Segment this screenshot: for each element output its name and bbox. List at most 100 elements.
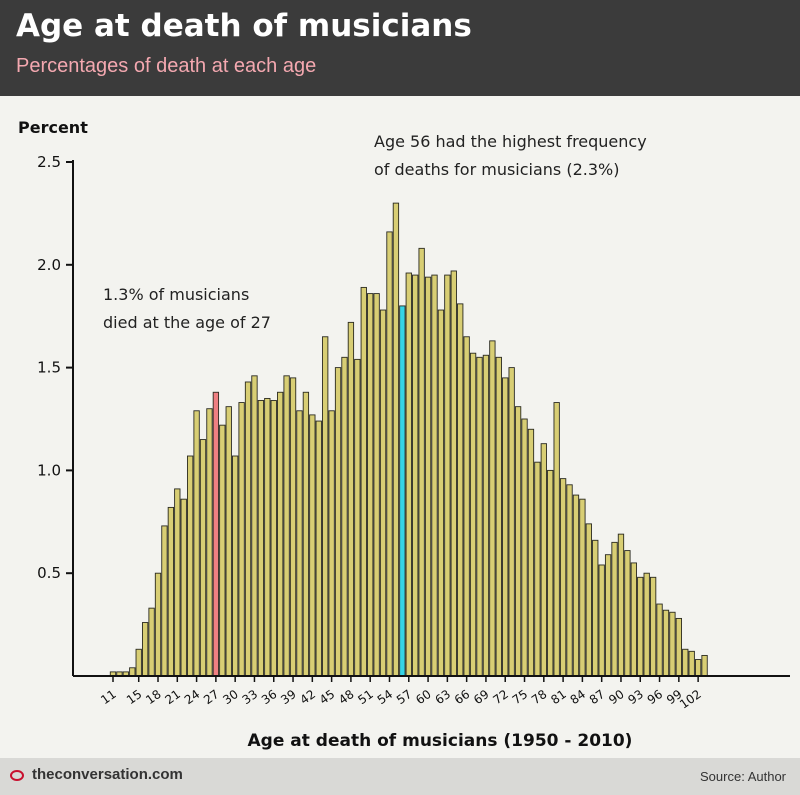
bar-group bbox=[109, 202, 708, 677]
bar-age-15 bbox=[135, 648, 142, 677]
x-tick-label: 57 bbox=[394, 687, 415, 707]
bar-age-47 bbox=[341, 356, 348, 677]
chart-title: Age at death of musicians bbox=[16, 8, 472, 44]
bar-age-69 bbox=[482, 354, 490, 677]
y-tick-label: 2.0 bbox=[37, 256, 61, 274]
bar-age-14 bbox=[129, 667, 136, 677]
bar-age-49 bbox=[354, 358, 361, 677]
bar-age-72 bbox=[502, 377, 509, 677]
bar-age-39 bbox=[289, 377, 297, 677]
bar-age-29 bbox=[225, 406, 232, 677]
bar-age-97 bbox=[662, 609, 670, 677]
bar-age-77 bbox=[534, 461, 541, 677]
x-tick-label: 24 bbox=[182, 687, 203, 707]
bar-age-21 bbox=[174, 488, 181, 677]
bar-age-31 bbox=[238, 402, 245, 677]
bar-age-50 bbox=[360, 286, 367, 677]
bar-age-96 bbox=[656, 603, 663, 677]
x-tick-label: 33 bbox=[240, 687, 261, 707]
bar-age-43 bbox=[315, 420, 322, 677]
bar-age-27 bbox=[212, 391, 220, 677]
bar-age-91 bbox=[624, 550, 631, 677]
bar-age-52 bbox=[373, 293, 380, 677]
bar-age-75 bbox=[521, 418, 528, 677]
site-name: theconversation.com bbox=[32, 766, 183, 783]
bar-age-80 bbox=[553, 402, 560, 677]
bar-age-76 bbox=[527, 428, 535, 677]
bar-age-42 bbox=[309, 414, 316, 677]
bar-age-73 bbox=[508, 367, 515, 677]
bar-age-70 bbox=[489, 340, 496, 677]
bar-age-67 bbox=[469, 352, 477, 677]
x-tick-label: 84 bbox=[568, 687, 589, 707]
bar-age-22 bbox=[180, 498, 187, 677]
bar-age-24 bbox=[193, 410, 200, 677]
x-tick-label: 63 bbox=[433, 687, 454, 707]
bar-age-57 bbox=[405, 272, 412, 677]
bar-age-78 bbox=[540, 443, 547, 677]
bar-age-82 bbox=[566, 484, 573, 677]
annotation-27-line1: 1.3% of musicians bbox=[103, 285, 249, 304]
bar-age-64 bbox=[450, 270, 457, 677]
y-tick-label: 2.5 bbox=[37, 153, 61, 171]
bar-age-18 bbox=[154, 572, 162, 677]
bar-age-16 bbox=[141, 622, 149, 677]
bar-age-35 bbox=[264, 397, 271, 677]
bar-age-38 bbox=[283, 375, 290, 677]
x-tick-label: 45 bbox=[317, 687, 338, 707]
x-tick-label: 27 bbox=[201, 687, 222, 707]
bar-age-102 bbox=[694, 659, 702, 677]
bar-age-83 bbox=[572, 494, 580, 677]
bar-age-41 bbox=[302, 391, 310, 677]
y-tick-label: 1.0 bbox=[37, 461, 61, 479]
x-tick-label: 75 bbox=[510, 687, 531, 707]
bar-age-85 bbox=[585, 523, 592, 677]
x-tick-label: 90 bbox=[606, 687, 627, 707]
bar-age-48 bbox=[347, 321, 355, 677]
bar-age-68 bbox=[476, 356, 483, 677]
y-tick-label: 1.5 bbox=[37, 359, 61, 377]
bar-age-87 bbox=[598, 564, 605, 677]
bar-age-63 bbox=[444, 274, 451, 677]
bar-age-33 bbox=[251, 375, 258, 677]
bar-age-46 bbox=[334, 367, 342, 677]
bar-age-94 bbox=[643, 572, 650, 677]
y-tick-label: 0.5 bbox=[37, 564, 61, 582]
x-tick-label: 36 bbox=[259, 687, 280, 707]
bar-age-55 bbox=[392, 202, 400, 677]
bar-age-25 bbox=[199, 439, 207, 677]
bar-age-89 bbox=[611, 541, 618, 677]
bar-age-19 bbox=[161, 525, 168, 677]
x-tick-label: 78 bbox=[529, 687, 550, 707]
bar-age-65 bbox=[457, 303, 464, 677]
bar-age-100 bbox=[682, 648, 689, 677]
bar-age-40 bbox=[296, 410, 303, 677]
bar-age-66 bbox=[463, 336, 470, 677]
x-tick-label: 30 bbox=[220, 687, 241, 707]
bar-age-92 bbox=[630, 562, 637, 677]
bar-age-26 bbox=[206, 408, 213, 677]
x-tick-label: 66 bbox=[452, 687, 473, 707]
x-axis-label: Age at death of musicians (1950 - 2010) bbox=[248, 731, 633, 751]
bar-age-17 bbox=[148, 607, 155, 677]
annotation-27-line2: died at the age of 27 bbox=[103, 313, 271, 332]
bar-age-93 bbox=[637, 576, 644, 677]
x-tick-label: 39 bbox=[278, 687, 299, 707]
bar-age-58 bbox=[412, 274, 419, 677]
conversation-logo-icon bbox=[10, 770, 24, 781]
x-tick-label: 102 bbox=[677, 687, 704, 712]
x-tick-label: 69 bbox=[471, 687, 492, 707]
bar-age-30 bbox=[232, 455, 239, 677]
bar-age-61 bbox=[431, 274, 438, 677]
x-tick-label: 81 bbox=[548, 687, 569, 707]
annotation-56-line1: Age 56 had the highest frequency bbox=[374, 132, 647, 151]
bar-age-59 bbox=[418, 247, 425, 677]
bar-age-81 bbox=[559, 478, 567, 677]
x-tick-label: 11 bbox=[98, 687, 119, 707]
bar-age-101 bbox=[688, 650, 695, 677]
bar-age-95 bbox=[649, 576, 657, 677]
bar-age-45 bbox=[328, 410, 335, 677]
bar-age-86 bbox=[592, 539, 599, 677]
x-tick-label: 48 bbox=[336, 687, 357, 707]
